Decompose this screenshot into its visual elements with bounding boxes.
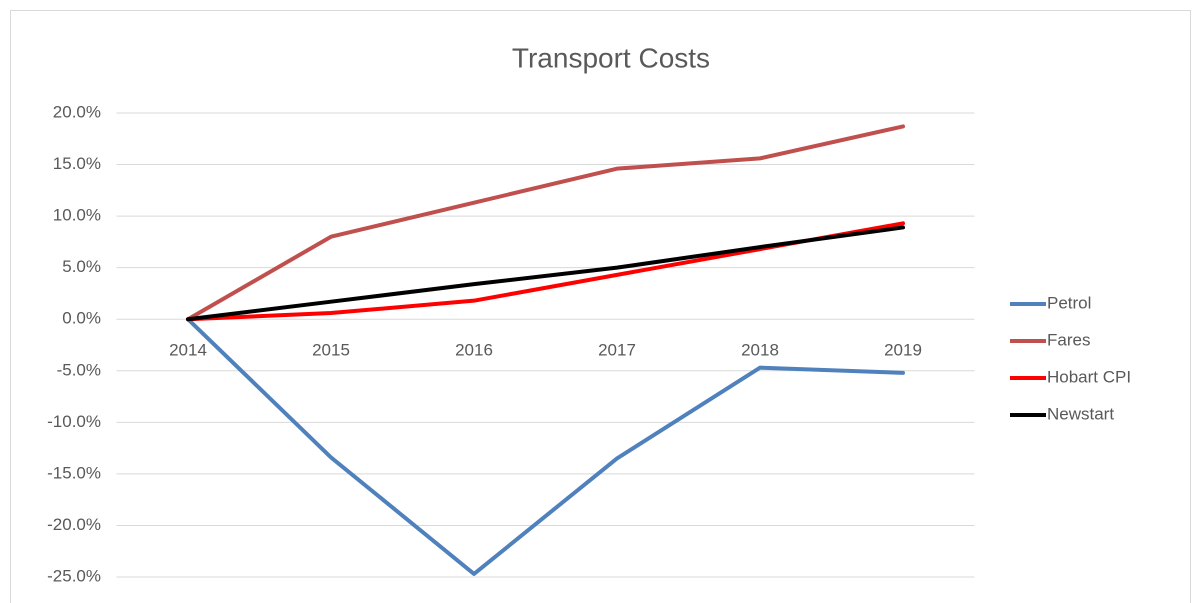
x-tick-label: 2016 [455,341,493,360]
y-tick-label: 20.0% [53,102,101,121]
x-tick-label: 2018 [741,341,779,360]
x-tick-label: 2014 [169,341,207,360]
x-tick-label: 2017 [598,341,636,360]
chart-frame [10,10,1191,603]
legend-label: Newstart [1047,404,1114,423]
chart-title: Transport Costs [512,42,710,73]
y-tick-label: -20.0% [47,515,101,534]
legend-label: Fares [1047,330,1090,349]
y-tick-label: 10.0% [53,206,101,225]
y-tick-label: 5.0% [62,257,101,276]
y-tick-label: -10.0% [47,412,101,431]
y-tick-label: -25.0% [47,566,101,585]
legend-label: Petrol [1047,293,1091,312]
y-tick-label: -15.0% [47,463,101,482]
y-tick-label: -5.0% [57,360,101,379]
x-tick-label: 2015 [312,341,350,360]
y-tick-label: 0.0% [62,309,101,328]
legend-label: Hobart CPI [1047,367,1131,386]
series-line [186,225,905,322]
series-line [186,124,905,322]
y-tick-label: 15.0% [53,154,101,173]
series-line [186,317,905,576]
x-tick-label: 2019 [884,341,922,360]
